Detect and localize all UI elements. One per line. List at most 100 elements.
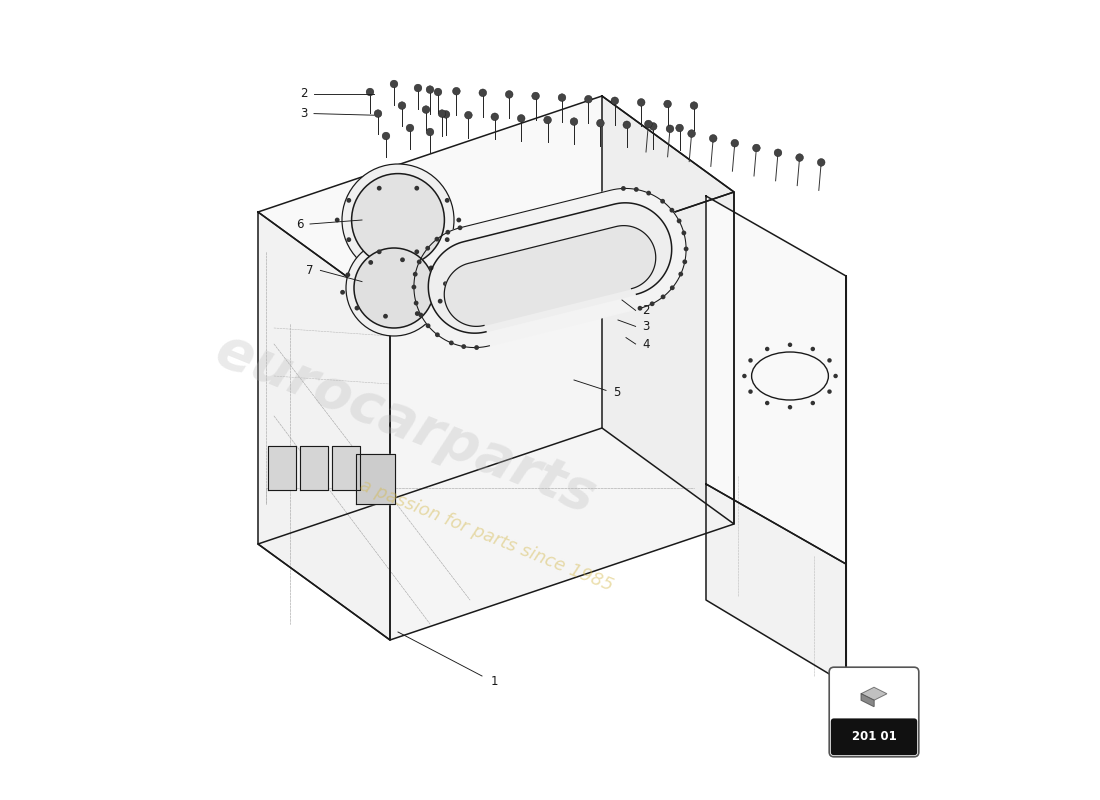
Text: 5: 5 xyxy=(613,386,620,398)
Text: 3: 3 xyxy=(300,107,307,120)
Circle shape xyxy=(732,139,738,147)
Circle shape xyxy=(426,323,430,328)
Circle shape xyxy=(412,272,418,277)
Circle shape xyxy=(621,186,626,191)
Circle shape xyxy=(346,238,351,242)
Circle shape xyxy=(570,118,578,126)
Polygon shape xyxy=(390,192,734,640)
Circle shape xyxy=(650,302,654,306)
Circle shape xyxy=(446,230,450,234)
Circle shape xyxy=(531,92,539,100)
Circle shape xyxy=(438,110,446,118)
Circle shape xyxy=(505,90,513,98)
Text: a passion for parts since 1985: a passion for parts since 1985 xyxy=(356,477,615,595)
Circle shape xyxy=(764,401,769,406)
Circle shape xyxy=(676,218,682,223)
Circle shape xyxy=(679,272,683,277)
Text: 2: 2 xyxy=(300,87,307,100)
Circle shape xyxy=(340,290,345,294)
Text: eurocarparts: eurocarparts xyxy=(208,323,604,525)
Circle shape xyxy=(411,285,416,290)
Text: 1: 1 xyxy=(491,675,497,688)
Text: 3: 3 xyxy=(642,320,650,333)
Circle shape xyxy=(346,240,442,336)
Circle shape xyxy=(415,84,421,92)
Circle shape xyxy=(811,346,815,351)
Circle shape xyxy=(742,374,747,378)
Circle shape xyxy=(352,174,444,266)
Circle shape xyxy=(543,116,551,124)
Circle shape xyxy=(426,86,433,94)
Text: 201 01: 201 01 xyxy=(851,730,896,743)
Circle shape xyxy=(610,97,618,105)
Circle shape xyxy=(623,121,630,129)
Circle shape xyxy=(748,390,752,394)
Circle shape xyxy=(368,260,373,265)
Circle shape xyxy=(434,237,439,242)
Circle shape xyxy=(596,119,604,127)
Circle shape xyxy=(834,374,838,378)
Circle shape xyxy=(684,246,689,251)
Circle shape xyxy=(458,226,462,230)
Polygon shape xyxy=(428,203,672,333)
Polygon shape xyxy=(861,694,875,706)
Circle shape xyxy=(415,311,420,316)
Circle shape xyxy=(827,390,832,394)
Circle shape xyxy=(661,294,666,299)
Circle shape xyxy=(377,250,382,254)
Circle shape xyxy=(464,111,472,119)
Polygon shape xyxy=(268,446,296,490)
Circle shape xyxy=(417,259,421,264)
Circle shape xyxy=(415,186,419,190)
Circle shape xyxy=(442,110,450,118)
Circle shape xyxy=(382,132,389,140)
Circle shape xyxy=(342,164,454,276)
Circle shape xyxy=(788,342,792,347)
Circle shape xyxy=(817,158,825,166)
Circle shape xyxy=(452,87,460,95)
Circle shape xyxy=(456,218,461,222)
FancyBboxPatch shape xyxy=(829,667,918,757)
Circle shape xyxy=(645,120,652,128)
Circle shape xyxy=(764,346,769,351)
Circle shape xyxy=(434,88,442,96)
Circle shape xyxy=(444,238,450,242)
Circle shape xyxy=(414,301,418,306)
Circle shape xyxy=(377,186,382,190)
Circle shape xyxy=(406,124,414,132)
Circle shape xyxy=(474,345,478,350)
Circle shape xyxy=(670,208,674,213)
Circle shape xyxy=(795,154,803,162)
Circle shape xyxy=(390,80,398,88)
Circle shape xyxy=(374,110,382,118)
Text: 7: 7 xyxy=(306,264,313,277)
Circle shape xyxy=(670,286,674,290)
Circle shape xyxy=(660,199,666,204)
Circle shape xyxy=(400,258,405,262)
Circle shape xyxy=(634,187,639,192)
Polygon shape xyxy=(444,226,656,326)
Circle shape xyxy=(748,358,752,362)
Polygon shape xyxy=(258,212,390,640)
FancyBboxPatch shape xyxy=(830,718,917,755)
Polygon shape xyxy=(414,189,686,347)
Circle shape xyxy=(688,130,695,138)
Circle shape xyxy=(443,282,448,286)
Circle shape xyxy=(478,89,486,97)
Circle shape xyxy=(637,98,645,106)
Circle shape xyxy=(663,100,671,108)
Circle shape xyxy=(438,298,442,303)
Circle shape xyxy=(667,125,674,133)
Circle shape xyxy=(649,122,657,130)
Polygon shape xyxy=(356,454,395,504)
Circle shape xyxy=(354,248,434,328)
Circle shape xyxy=(398,102,406,110)
Circle shape xyxy=(415,250,419,254)
Polygon shape xyxy=(861,687,887,700)
Text: 6: 6 xyxy=(296,218,304,230)
Circle shape xyxy=(558,94,565,102)
Circle shape xyxy=(434,332,440,337)
Circle shape xyxy=(827,358,832,362)
Circle shape xyxy=(449,341,453,346)
Circle shape xyxy=(710,134,717,142)
